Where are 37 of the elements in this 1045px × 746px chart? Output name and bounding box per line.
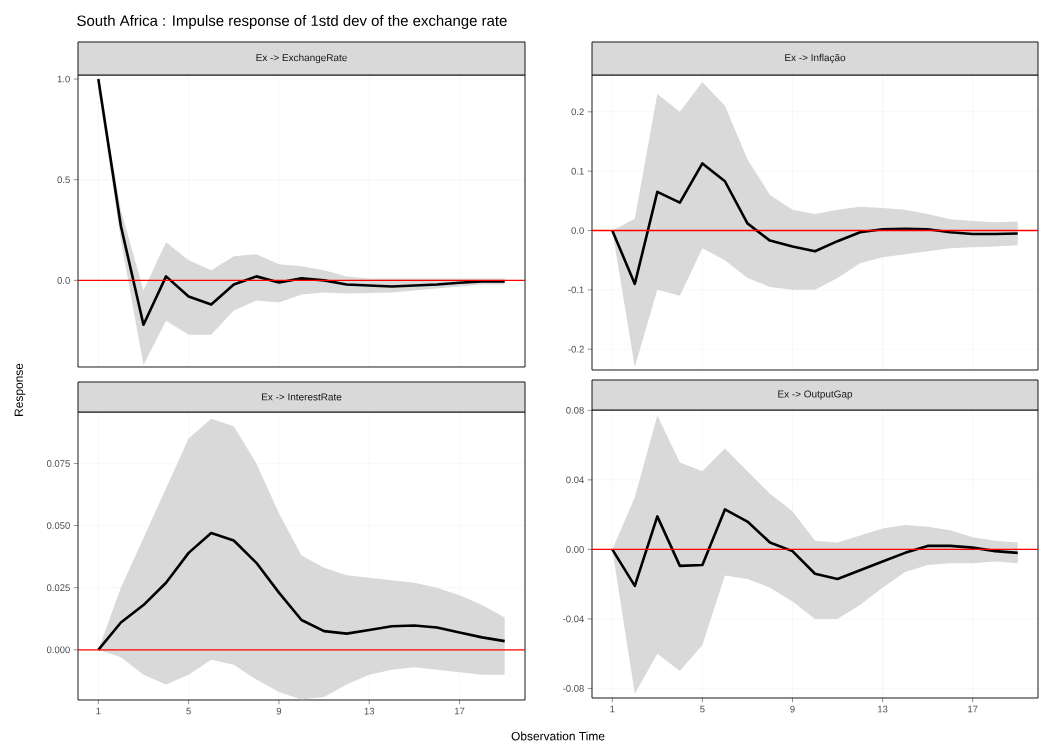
y-tick-label: -0.1 <box>568 286 584 294</box>
y-tick-label: 0.00 <box>566 546 584 553</box>
chart-title: Ex -> Inflação <box>785 53 846 64</box>
x-tick-label: 9 <box>276 707 282 715</box>
x-tick-label: 1 <box>96 707 101 715</box>
x-tick-label: 9 <box>790 705 795 713</box>
y-tick-label: 0.025 <box>46 584 70 592</box>
y-tick-label: 1.0 <box>57 75 70 83</box>
chart-title: Ex -> ExchangeRate <box>256 53 347 64</box>
x-tick-label: 13 <box>878 705 888 713</box>
x-axis-title: Observation Time <box>511 731 605 741</box>
text: South Africa : Impulse response of 1std dev of the exchange rate <box>77 15 507 29</box>
line-series <box>610 162 1020 286</box>
y-tick-label: 0.04 <box>566 476 584 484</box>
line-series <box>610 508 1020 588</box>
x-tick-label: 13 <box>364 707 375 715</box>
x-tick-label: 1 <box>610 705 615 713</box>
y-tick-label: 0.5 <box>57 176 70 184</box>
y-tick-label: -0.04 <box>563 615 584 623</box>
y-tick-label: 0.1 <box>571 167 584 175</box>
y-tick-label: 0.000 <box>46 646 70 654</box>
y-axis-title: Response <box>14 363 26 416</box>
line-series <box>97 531 506 652</box>
y-tick-label: 0.0 <box>571 227 584 234</box>
y-tick-label: 0.08 <box>566 406 584 414</box>
y-tick-label: -0.08 <box>563 685 584 692</box>
y-tick-label: 0.2 <box>571 108 584 116</box>
x-tick-label: 5 <box>186 707 191 715</box>
x-tick-label: 17 <box>968 705 978 713</box>
x-tick-label: 17 <box>454 707 465 715</box>
y-tick-label: 0.075 <box>46 460 70 467</box>
x-tick-label: 5 <box>700 705 705 713</box>
chart-title: Ex -> OutputGap <box>778 390 853 400</box>
y-tick-label: -0.2 <box>568 345 584 353</box>
y-tick-label: 0.050 <box>46 522 70 529</box>
y-tick-label: 0.0 <box>57 277 70 284</box>
chart-title: Ex -> InterestRate <box>262 393 342 401</box>
